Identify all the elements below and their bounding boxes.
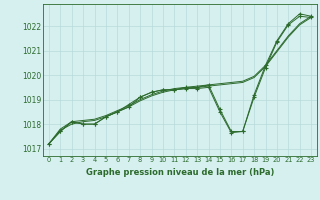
X-axis label: Graphe pression niveau de la mer (hPa): Graphe pression niveau de la mer (hPa) <box>86 168 274 177</box>
